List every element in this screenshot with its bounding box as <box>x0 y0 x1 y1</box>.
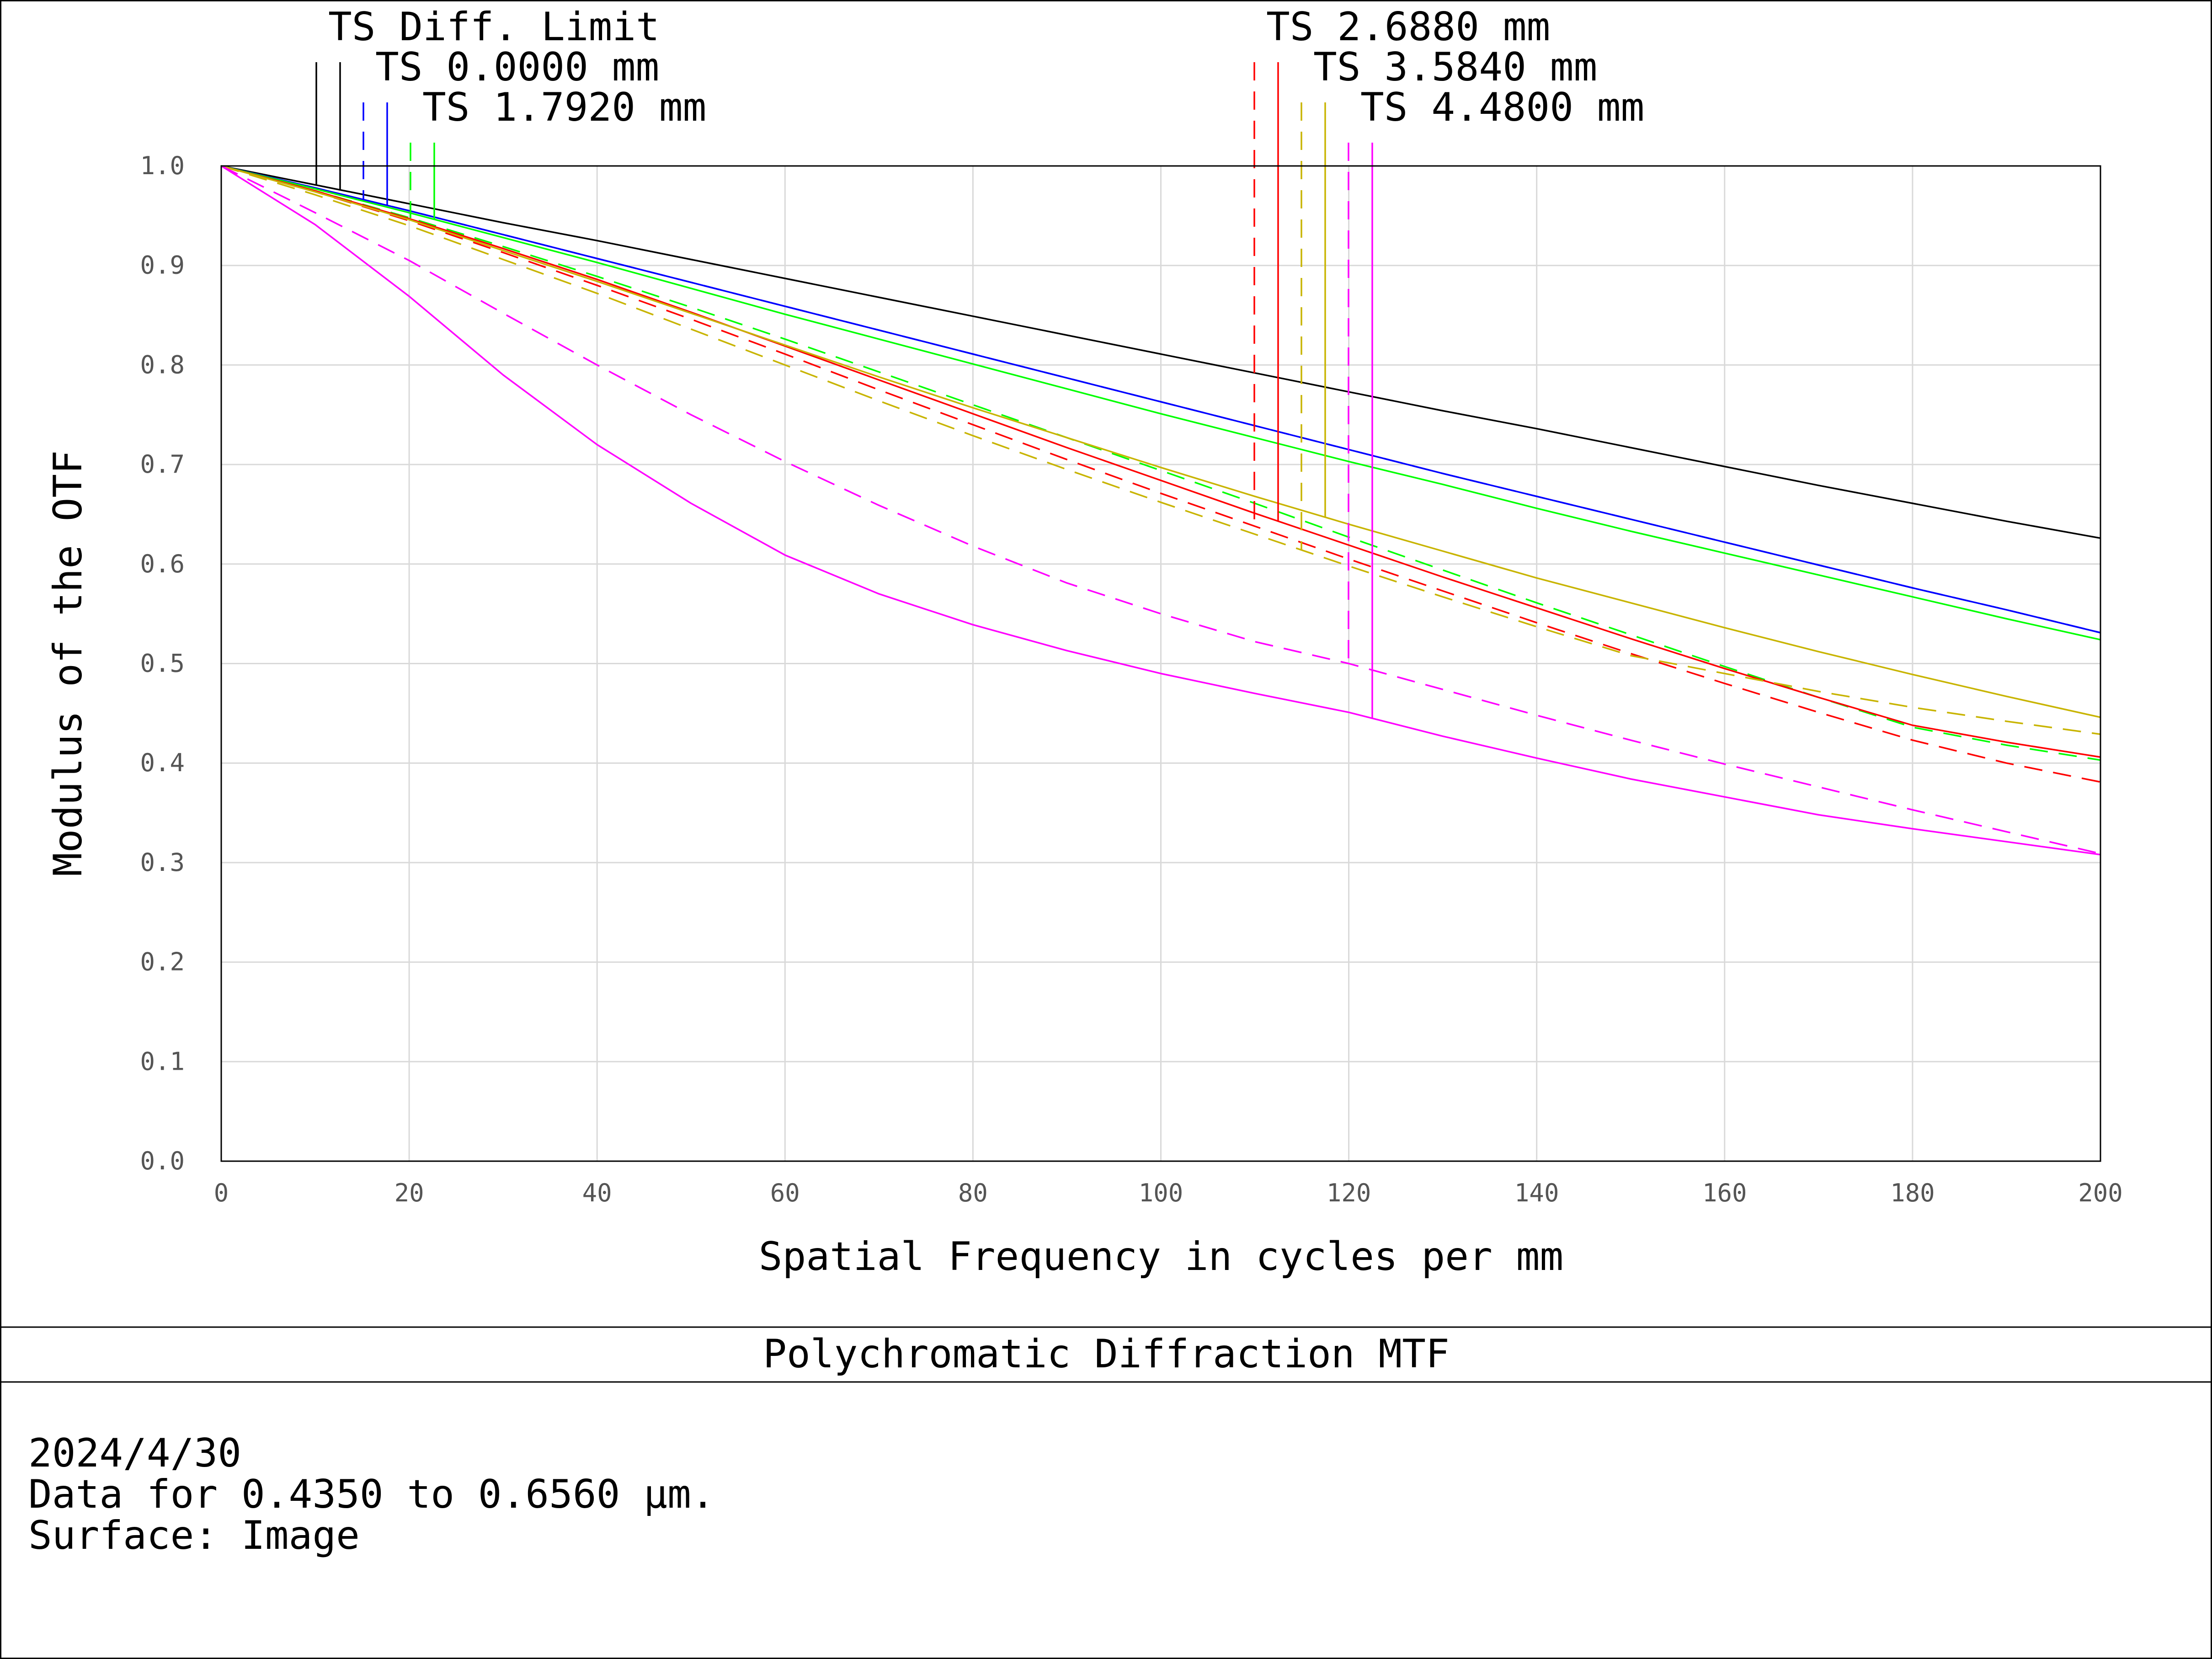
legend-label-ts-4-4800-mm: TS 4.4800 mm <box>1360 85 1644 130</box>
x-axis-label: Spatial Frequency in cycles per mm <box>759 1234 1563 1280</box>
info-date: 2024/4/30 <box>28 1430 241 1476</box>
series-line-ts-2-6880-mm-solid <box>221 165 2101 758</box>
x-tick-label: 160 <box>1702 1179 1747 1207</box>
y-tick-label: 0.1 <box>140 1047 185 1076</box>
x-tick-label: 60 <box>770 1179 800 1207</box>
info-data-range: Data for 0.4350 to 0.6560 µm. <box>28 1472 715 1517</box>
series-line-ts-3-5840-mm-solid <box>221 165 2101 718</box>
legend-markers <box>315 62 1373 719</box>
series-line-ts-4-4800-mm-solid <box>221 165 2101 856</box>
info-surface: Surface: Image <box>28 1513 360 1558</box>
x-tick-label: 100 <box>1139 1179 1183 1207</box>
x-tick-label: 140 <box>1514 1179 1559 1207</box>
y-axis-label: Modulus of the OTF <box>45 450 91 876</box>
plot-area-border <box>220 165 2101 1162</box>
legend-label-ts-3-5840-mm: TS 3.5840 mm <box>1313 44 1597 90</box>
y-tick-label: 0.3 <box>140 848 185 877</box>
series-line-ts-2-6880-mm-dashed <box>221 165 2101 783</box>
series-line-ts-0-0000-mm-solid <box>221 165 2101 634</box>
legend-label-ts-0-0000-mm: TS 0.0000 mm <box>375 44 659 90</box>
x-tick-label: 200 <box>2078 1179 2123 1207</box>
y-tick-label: 0.9 <box>140 251 185 280</box>
series-lines <box>221 165 2101 856</box>
x-tick-label: 180 <box>1890 1179 1935 1207</box>
tick-labels: 0 20 40 60 80 100 120 140 160 180 200 0.0 0.1 0.2 0.3 0… <box>140 151 2122 1207</box>
y-tick-label: 0.8 <box>140 350 185 379</box>
y-tick-label: 0.6 <box>140 549 185 578</box>
x-tick-label: 0 <box>214 1179 229 1207</box>
series-line-ts-4-4800-mm-dashed <box>221 165 2101 855</box>
y-tick-label: 1.0 <box>140 151 185 180</box>
series-line-ts-1-7920-mm-solid <box>221 165 2101 641</box>
legend-label-ts-diff-limit: TS Diff. Limit <box>328 4 660 50</box>
series-line-ts-3-5840-mm-dashed <box>221 165 2101 735</box>
x-tick-label: 40 <box>582 1179 612 1207</box>
y-tick-label: 0.4 <box>140 748 185 777</box>
x-tick-label: 20 <box>394 1179 424 1207</box>
y-tick-label: 0.0 <box>140 1147 185 1175</box>
x-tick-label: 80 <box>958 1179 988 1207</box>
legend-label-ts-1-7920-mm: TS 1.7920 mm <box>422 85 706 130</box>
x-tick-label: 120 <box>1327 1179 1371 1207</box>
chart-title: Polychromatic Diffraction MTF <box>763 1331 1450 1377</box>
y-tick-label: 0.2 <box>140 948 185 976</box>
series-line-ts-diff-limit-solid <box>221 165 2101 539</box>
y-tick-label: 0.7 <box>140 450 185 479</box>
legend-label-ts-2-6880-mm: TS 2.6880 mm <box>1266 4 1550 50</box>
y-tick-label: 0.5 <box>140 649 185 678</box>
